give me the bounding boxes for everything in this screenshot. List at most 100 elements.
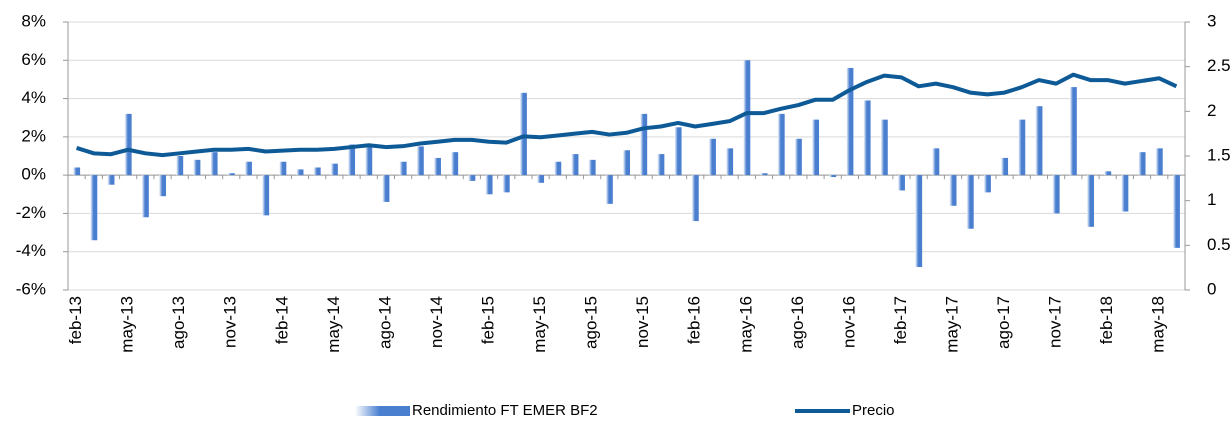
bar [330,163,338,176]
bar [829,175,837,178]
bar [90,175,98,241]
bar [124,113,132,176]
bar [107,175,115,185]
y-tick-label: 0% [21,165,46,184]
bar [537,175,545,183]
x-tick-label: feb-13 [66,296,85,344]
bar [468,175,476,181]
x-tick-label: ago-17 [994,296,1013,349]
bar [571,154,579,176]
bar [1001,157,1009,176]
bar [777,113,785,176]
bar [244,161,252,176]
bar [1104,171,1112,176]
x-tick-label: feb-15 [479,296,498,344]
bar [983,175,991,193]
x-tick-label: may-17 [942,296,961,353]
y2-tick-label: 2 [1207,101,1216,120]
bar [159,175,167,197]
bar [880,119,888,176]
bar [623,150,630,176]
x-tick-label: ago-16 [788,296,807,349]
bar [227,173,235,176]
x-tick-label: feb-14 [272,296,291,344]
bar [176,156,184,176]
x-tick-label: may-18 [1149,296,1168,353]
y-tick-label: 6% [21,50,46,69]
x-tick-label: nov-17 [1046,296,1065,348]
x-tick-label: may-13 [118,296,137,353]
x-tick-label: feb-16 [685,296,704,344]
bar [1155,148,1163,176]
x-tick-label: feb-17 [891,296,910,344]
x-tick-label: may-14 [324,296,343,353]
bar [193,159,201,176]
line [75,72,1178,158]
bar [932,148,940,176]
bar [726,148,734,176]
bar [73,167,81,176]
x-tick-label: feb-18 [1097,296,1116,344]
bar [416,146,424,176]
y2-tick-label: 3 [1207,11,1216,30]
bar [451,152,459,176]
bar [1035,106,1043,176]
bar [794,138,802,176]
bar [519,92,527,176]
x-tick-label: may-16 [736,296,755,353]
y2-tick-label: 2.5 [1207,56,1230,75]
bar [210,152,218,176]
y-tick-label: 2% [21,126,46,145]
x-tick-label: may-15 [530,296,549,353]
bar [674,127,682,176]
bar [502,175,510,193]
bar [812,119,820,176]
bar [1121,175,1129,212]
y2-tick-label: 0.5 [1207,235,1230,254]
legend-swatch [355,406,410,416]
bar [365,144,373,176]
x-tick-label: nov-14 [427,296,446,348]
bar [708,138,716,176]
y-tick-label: 8% [21,11,46,30]
y-tick-label: -2% [16,203,46,222]
bar [915,175,923,268]
bar [141,175,149,218]
x-tick-label: nov-15 [633,296,652,348]
bar [399,161,407,176]
bar [760,173,768,176]
bar [640,113,648,176]
y-tick-label: -4% [16,241,46,260]
bar [846,67,854,176]
bar [949,175,957,206]
bar [1069,87,1077,176]
bar [262,175,270,216]
bar [348,144,356,176]
bar [966,175,974,229]
bar [691,175,699,222]
y-tick-label: -6% [16,279,46,298]
bar [1086,175,1094,227]
bar [296,169,304,176]
y2-tick-label: 1.5 [1207,145,1230,164]
bar [897,175,905,191]
x-tick-label: nov-16 [839,296,858,348]
legend-label: Precio [852,402,895,419]
bar [485,175,493,195]
bar [382,175,390,202]
bar [588,159,596,176]
x-tick-label: ago-15 [582,296,601,349]
y2-tick-label: 1 [1207,190,1216,209]
bar [605,175,613,204]
y2-tick-label: 0 [1207,279,1216,298]
bar [743,60,751,176]
bar [1172,175,1180,248]
y-tick-label: 4% [21,88,46,107]
x-tick-label: nov-13 [221,296,240,348]
bar [1138,152,1146,176]
bar [863,100,871,176]
bar [657,154,665,176]
x-tick-label: ago-13 [169,296,188,349]
bar [554,161,562,176]
